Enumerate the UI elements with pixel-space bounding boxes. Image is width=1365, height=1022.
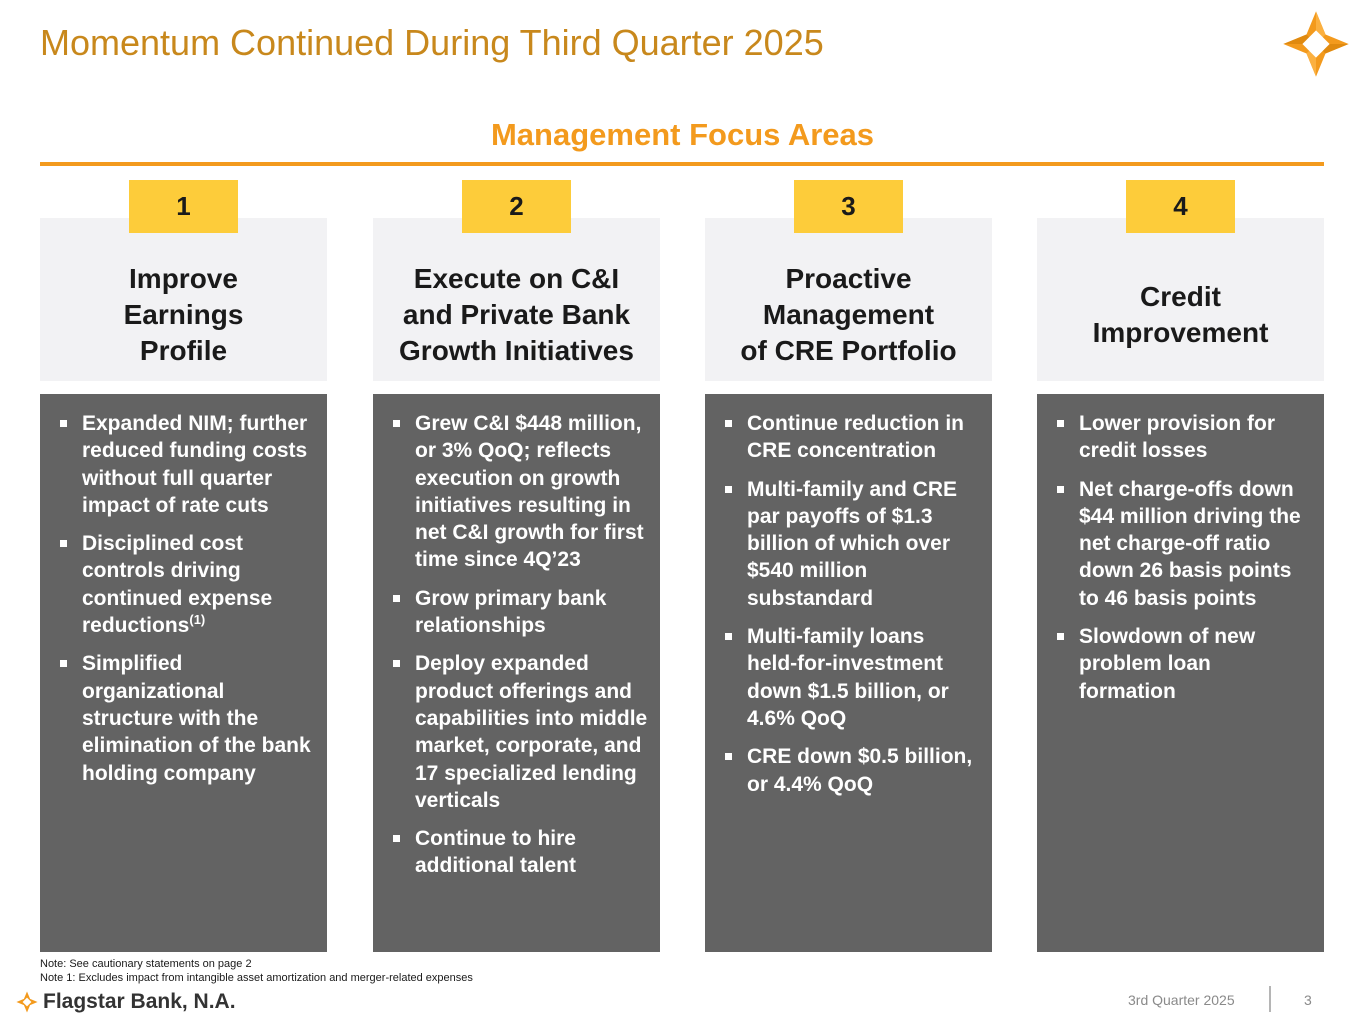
section-subtitle: Management Focus Areas (490, 117, 875, 152)
list-item: Simplified organizational structure with… (60, 650, 315, 786)
focus-area-number: 2 (462, 180, 571, 233)
list-item: Multi-family loans held-for-investment d… (725, 623, 980, 732)
list-item: Expanded NIM; further reduced funding co… (60, 410, 315, 519)
focus-area-details: Lower provision for credit losses Net ch… (1037, 394, 1324, 952)
list-item: Grew C&I $448 million, or 3% QoQ; reflec… (393, 410, 648, 574)
bullet-icon (1057, 420, 1064, 427)
bullet-icon (393, 420, 400, 427)
bullet-icon (393, 660, 400, 668)
list-item: Slowdown of new problem loan formation (1057, 623, 1312, 705)
list-item: CRE down $0.5 billion, or 4.4% QoQ (725, 743, 980, 798)
bullet-icon (725, 485, 732, 493)
bullet-icon (725, 753, 732, 761)
bullet-icon (725, 420, 732, 427)
footer-quarter: 3rd Quarter 2025 (1128, 992, 1235, 1008)
bullet-icon (393, 594, 400, 602)
bullet-icon (725, 633, 732, 641)
focus-area-details: Grew C&I $448 million, or 3% QoQ; reflec… (373, 394, 660, 952)
bullet-icon (60, 420, 67, 427)
footnote-cautionary: Note: See cautionary statements on page … (40, 958, 252, 970)
flagstar-star-icon (1283, 11, 1349, 77)
list-item: Net charge-offs down $44 million driving… (1057, 476, 1312, 612)
focus-area-details: Expanded NIM; further reduced funding co… (40, 394, 327, 952)
focus-area-heading: Proactive Management of CRE Portfolio (705, 218, 992, 381)
bullet-icon (1057, 485, 1064, 493)
focus-area-details: Continue reduction in CRE concentration … (705, 394, 992, 952)
list-item: Deploy expanded product offerings and ca… (393, 650, 648, 814)
focus-area-number: 3 (794, 180, 903, 233)
focus-area-heading: Credit Improvement (1037, 218, 1324, 381)
list-item: Grow primary bank relationships (393, 585, 648, 640)
focus-area-heading: Improve Earnings Profile (40, 218, 327, 381)
footnotes: Note: See cautionary statements on page … (40, 957, 473, 985)
bullet-icon (60, 540, 67, 548)
list-item: Multi-family and CRE par payoffs of $1.3… (725, 476, 980, 612)
page-number: 3 (1304, 992, 1312, 1008)
focus-area-number: 4 (1126, 180, 1235, 233)
footer-divider (1269, 986, 1271, 1012)
section-divider (40, 162, 1324, 166)
bullet-icon (393, 835, 400, 843)
list-item: Disciplined cost controls driving contin… (60, 530, 315, 639)
focus-area-number: 1 (129, 180, 238, 233)
footer-logo: Flagstar Bank, N.A. (16, 990, 236, 1014)
bullet-icon (1057, 633, 1064, 641)
list-item: Lower provision for credit losses (1057, 410, 1312, 465)
bullet-icon (60, 660, 67, 668)
list-item: Continue to hire additional talent (393, 825, 648, 880)
focus-area-heading: Execute on C&I and Private Bank Growth I… (373, 218, 660, 381)
list-item: Continue reduction in CRE concentration (725, 410, 980, 465)
footer-brand-name: Flagstar Bank, N.A. (43, 990, 236, 1013)
footnote-1: Note 1: Excludes impact from intangible … (40, 972, 473, 984)
footnote-marker: (1) (189, 612, 206, 628)
page-title: Momentum Continued During Third Quarter … (40, 22, 824, 63)
flagstar-star-icon (16, 991, 38, 1013)
